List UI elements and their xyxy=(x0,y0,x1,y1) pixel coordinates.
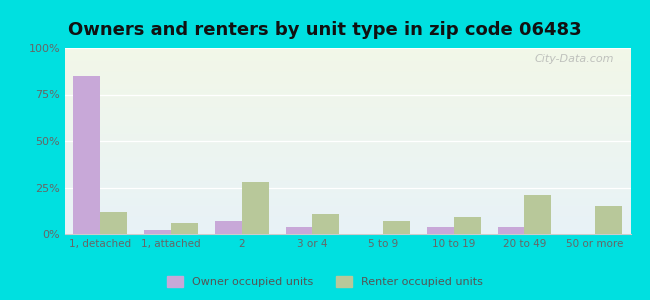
Text: City-Data.com: City-Data.com xyxy=(534,54,614,64)
Legend: Owner occupied units, Renter occupied units: Owner occupied units, Renter occupied un… xyxy=(162,271,488,291)
Bar xyxy=(498,226,525,234)
Bar xyxy=(171,223,198,234)
Bar xyxy=(313,214,339,234)
Bar xyxy=(454,217,480,234)
Text: Owners and renters by unit type in zip code 06483: Owners and renters by unit type in zip c… xyxy=(68,21,582,39)
Bar xyxy=(73,76,100,234)
Bar xyxy=(285,226,313,234)
Bar xyxy=(144,230,171,234)
Bar xyxy=(100,212,127,234)
Bar xyxy=(242,182,268,234)
Bar xyxy=(383,221,410,234)
Bar xyxy=(595,206,622,234)
Bar xyxy=(427,226,454,234)
Bar xyxy=(215,221,242,234)
Bar xyxy=(525,195,551,234)
